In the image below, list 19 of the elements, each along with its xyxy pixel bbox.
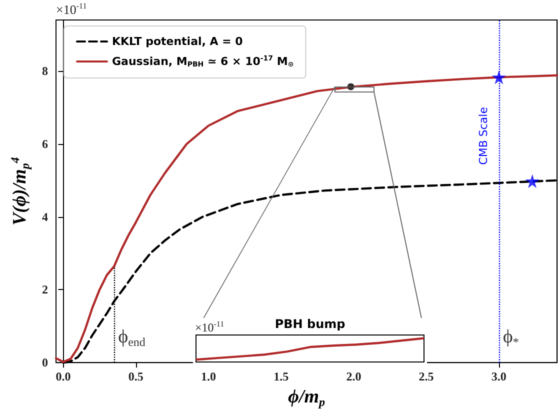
y-tick-label: 6 [42,136,48,151]
y-tick-label: 4 [42,210,48,224]
y-tick-label: 2 [42,282,48,297]
x-tick-label: 1.0 [200,370,216,384]
point [525,174,540,188]
point [492,70,506,84]
x-tick-label: 2.0 [346,370,362,384]
x-tick-label: 0.5 [128,370,144,384]
x-tick-label: 2.5 [418,370,434,384]
x-tick-label: 1.5 [274,370,289,384]
annotation: ϕ* [502,326,519,350]
x-tick-label: 0.0 [56,370,71,384]
y-axis-title: V(ϕ)/mp4 [8,157,32,226]
legend-label: KKLT potential, A = 0 [112,35,244,48]
chart-title: PBH bump [274,317,346,331]
y-tick-label: 0 [42,356,48,370]
ref-line-label: CMB Scale [476,106,490,165]
y-tick-label: 8 [42,64,48,78]
x-tick-label: 3.0 [491,370,506,384]
